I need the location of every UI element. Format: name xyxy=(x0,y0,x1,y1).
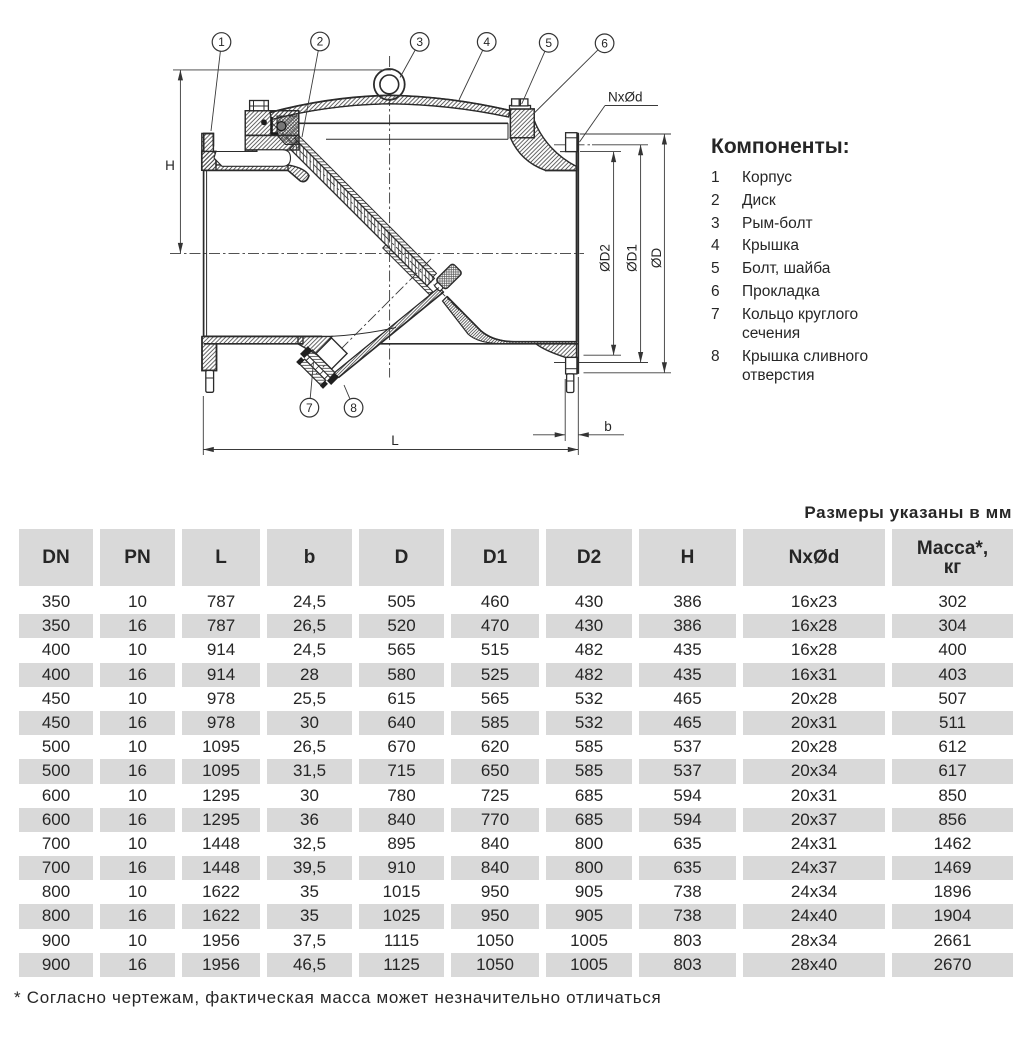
svg-text:7: 7 xyxy=(306,401,313,415)
svg-text:1: 1 xyxy=(218,35,225,49)
svg-text:5: 5 xyxy=(545,36,552,50)
svg-text:L: L xyxy=(391,433,399,448)
svg-text:4: 4 xyxy=(483,35,490,49)
svg-text:b: b xyxy=(604,419,612,434)
svg-text:8: 8 xyxy=(350,401,357,415)
svg-text:NxØd: NxØd xyxy=(608,90,643,105)
svg-text:3: 3 xyxy=(416,35,423,49)
svg-text:ØD: ØD xyxy=(649,248,664,269)
svg-text:6: 6 xyxy=(601,37,608,51)
svg-text:2: 2 xyxy=(317,35,324,49)
svg-text:H: H xyxy=(165,158,175,173)
svg-text:ØD2: ØD2 xyxy=(598,244,613,272)
svg-text:ØD1: ØD1 xyxy=(625,244,640,272)
